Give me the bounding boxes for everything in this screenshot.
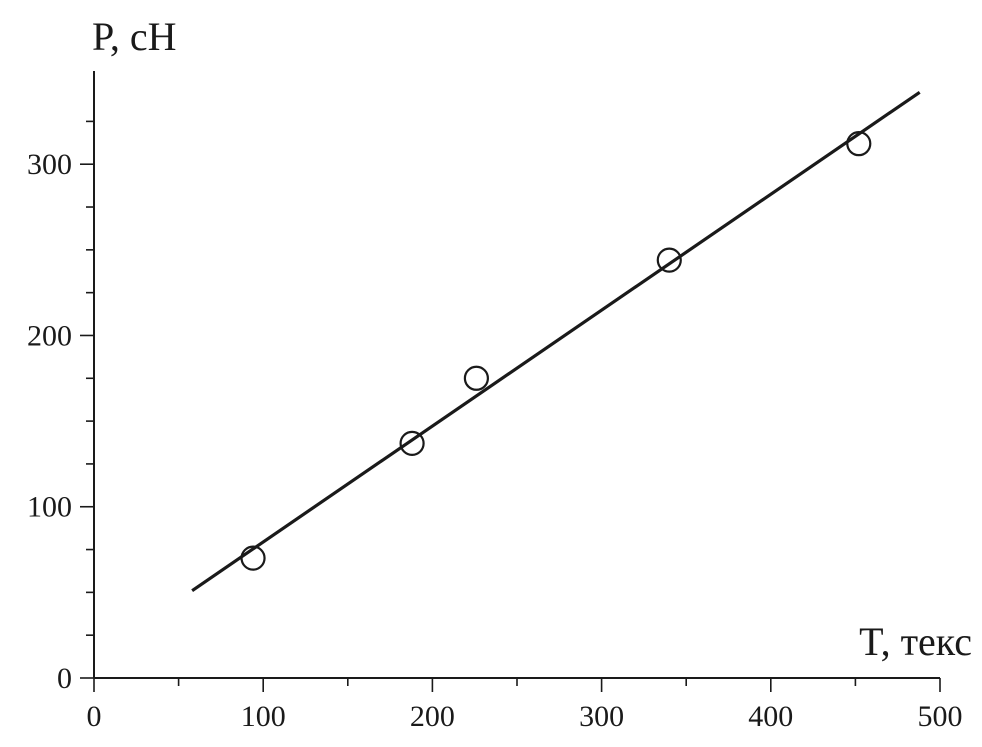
axes bbox=[93, 71, 940, 679]
y-tick-label: 200 bbox=[27, 319, 72, 352]
x-tick-label: 200 bbox=[410, 700, 455, 733]
x-axis-title: T, текс bbox=[859, 619, 972, 664]
y-tick-label: 100 bbox=[27, 491, 72, 524]
data-points bbox=[240, 131, 872, 571]
y-tick-label: 0 bbox=[57, 662, 72, 695]
y-tick-label: 300 bbox=[27, 148, 72, 181]
x-tick-label: 100 bbox=[241, 700, 286, 733]
data-point-marker bbox=[463, 365, 489, 391]
x-tick-label: 0 bbox=[87, 700, 102, 733]
x-tick-label: 500 bbox=[918, 700, 963, 733]
data-point-marker bbox=[656, 247, 682, 273]
x-tick-label: 400 bbox=[748, 700, 793, 733]
y-axis-title: P, сН bbox=[92, 14, 176, 59]
data-point-marker bbox=[399, 430, 425, 456]
data-point-marker bbox=[240, 545, 266, 571]
ticks: 0 100 200 300 400 500 0 100 200 300 bbox=[27, 120, 963, 733]
x-tick-label: 300 bbox=[579, 700, 624, 733]
data-point-marker bbox=[846, 131, 872, 157]
fit-line bbox=[191, 90, 921, 592]
